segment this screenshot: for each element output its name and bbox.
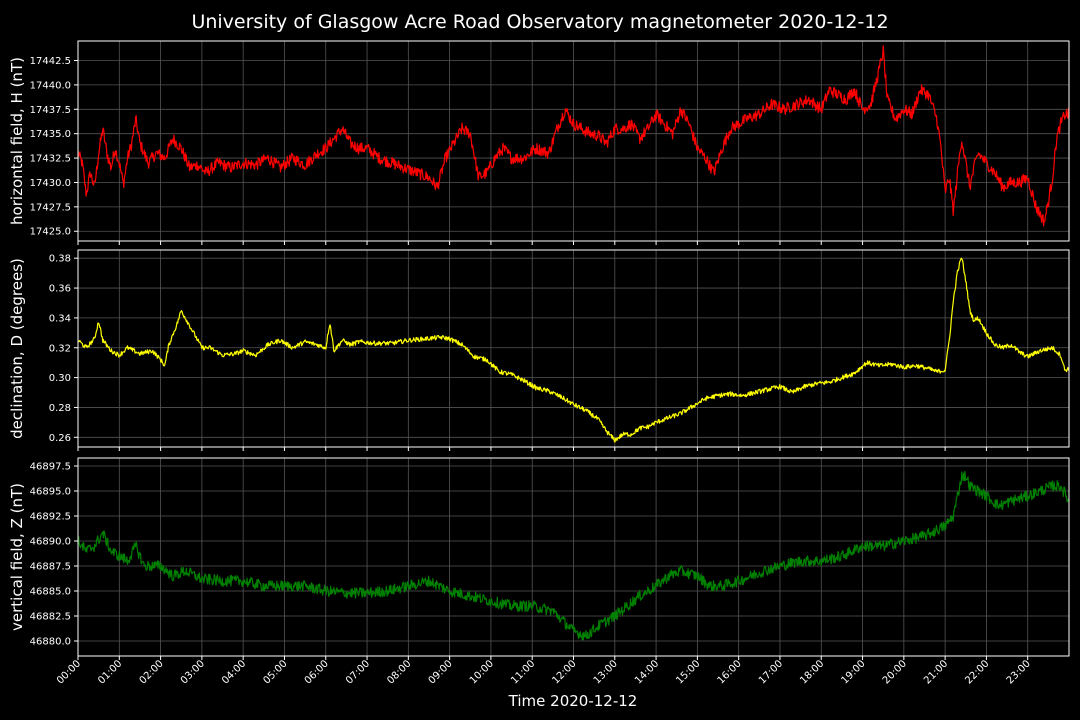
panel-3: 46880.0 46882.5 46885.0 46887.5 46890.0 46892… <box>8 457 1070 660</box>
y-tick-label: 46885.0 <box>30 587 71 598</box>
y-tick-label: 46897.5 <box>30 462 71 473</box>
y-tick-label: 17430.0 <box>30 178 71 189</box>
y-tick-label: 46887.5 <box>30 562 71 573</box>
y-tick-label: 17442.5 <box>30 56 71 67</box>
y-tick-label: 0.38 <box>49 254 71 265</box>
panel-frame <box>77 457 1070 657</box>
panel-frame <box>77 249 1070 448</box>
y-axis-label: declination, D (degrees) <box>8 258 26 439</box>
y-tick-label: 17440.0 <box>30 80 71 91</box>
y-tick-label: 0.36 <box>49 284 71 295</box>
series-line-3 <box>77 470 1070 641</box>
x-axis-label: Time 2020-12-12 <box>508 692 638 710</box>
panel-frame <box>77 40 1070 242</box>
y-tick-label: 17432.5 <box>30 154 71 165</box>
y-tick-label: 0.28 <box>49 403 71 414</box>
y-tick-label: 17427.5 <box>30 202 71 213</box>
y-tick-label: 0.30 <box>49 373 71 384</box>
y-tick-label: 46895.0 <box>30 487 71 498</box>
panel-1: 17425.0 17427.5 17430.0 17432.5 17435.0 17437… <box>8 40 1070 245</box>
y-axis-label: vertical field, Z (nT) <box>8 483 26 631</box>
y-tick-label: 0.26 <box>49 433 71 444</box>
y-tick-label: 17425.0 <box>30 227 71 238</box>
y-tick-label: 46882.5 <box>30 612 71 623</box>
y-axis-label: horizontal field, H (nT) <box>8 57 26 225</box>
y-tick-label: 0.34 <box>49 313 71 324</box>
series-line-1 <box>77 45 1070 227</box>
panel-2: 0.26 0.28 0.30 0.32 0.34 0.36 0.38 declination,… <box>8 249 1070 451</box>
y-tick-label: 46892.5 <box>30 512 71 523</box>
y-tick-label: 17437.5 <box>30 105 71 116</box>
y-tick-label: 0.32 <box>49 343 71 354</box>
y-tick-label: 17435.0 <box>30 129 71 140</box>
y-tick-label: 46890.0 <box>30 537 71 548</box>
series-line-2 <box>77 257 1070 443</box>
chart-title: University of Glasgow Acre Road Observat… <box>191 11 888 33</box>
y-tick-label: 46880.0 <box>30 637 71 648</box>
